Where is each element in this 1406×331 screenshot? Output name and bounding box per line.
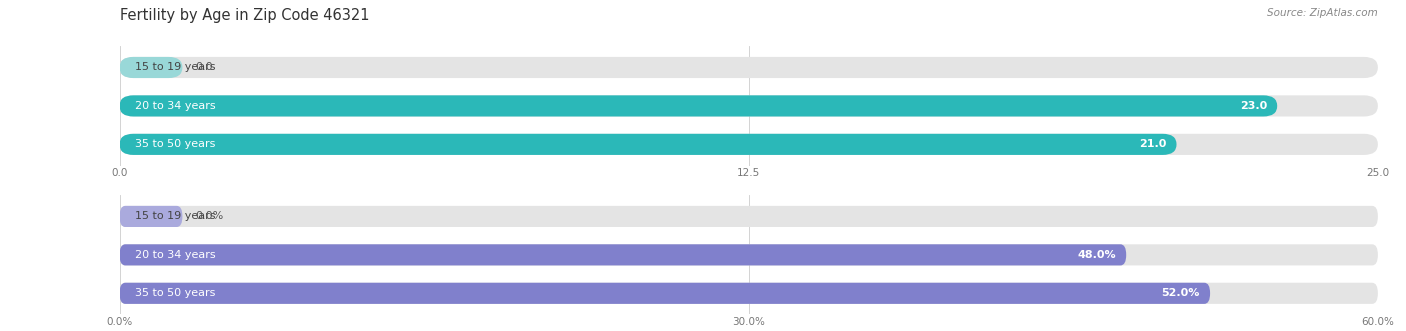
Text: 15 to 19 years: 15 to 19 years: [135, 212, 215, 221]
Text: 48.0%: 48.0%: [1077, 250, 1116, 260]
Text: 15 to 19 years: 15 to 19 years: [135, 63, 215, 72]
Text: Fertility by Age in Zip Code 46321: Fertility by Age in Zip Code 46321: [120, 8, 368, 23]
FancyBboxPatch shape: [120, 283, 1211, 304]
Text: 35 to 50 years: 35 to 50 years: [135, 139, 215, 149]
Text: 21.0: 21.0: [1139, 139, 1167, 149]
Text: 35 to 50 years: 35 to 50 years: [135, 288, 215, 298]
FancyBboxPatch shape: [120, 57, 183, 78]
FancyBboxPatch shape: [120, 283, 1378, 304]
FancyBboxPatch shape: [120, 57, 1378, 78]
FancyBboxPatch shape: [120, 134, 1378, 155]
FancyBboxPatch shape: [120, 95, 1277, 117]
Text: 20 to 34 years: 20 to 34 years: [135, 250, 215, 260]
Text: 23.0: 23.0: [1240, 101, 1267, 111]
FancyBboxPatch shape: [120, 206, 183, 227]
Text: 52.0%: 52.0%: [1161, 288, 1201, 298]
Text: Source: ZipAtlas.com: Source: ZipAtlas.com: [1267, 8, 1378, 18]
FancyBboxPatch shape: [120, 134, 1177, 155]
Text: 0.0: 0.0: [195, 63, 212, 72]
FancyBboxPatch shape: [120, 244, 1378, 265]
FancyBboxPatch shape: [120, 95, 1378, 117]
FancyBboxPatch shape: [120, 206, 1378, 227]
Text: 20 to 34 years: 20 to 34 years: [135, 101, 215, 111]
FancyBboxPatch shape: [120, 244, 1126, 265]
Text: 0.0%: 0.0%: [195, 212, 224, 221]
